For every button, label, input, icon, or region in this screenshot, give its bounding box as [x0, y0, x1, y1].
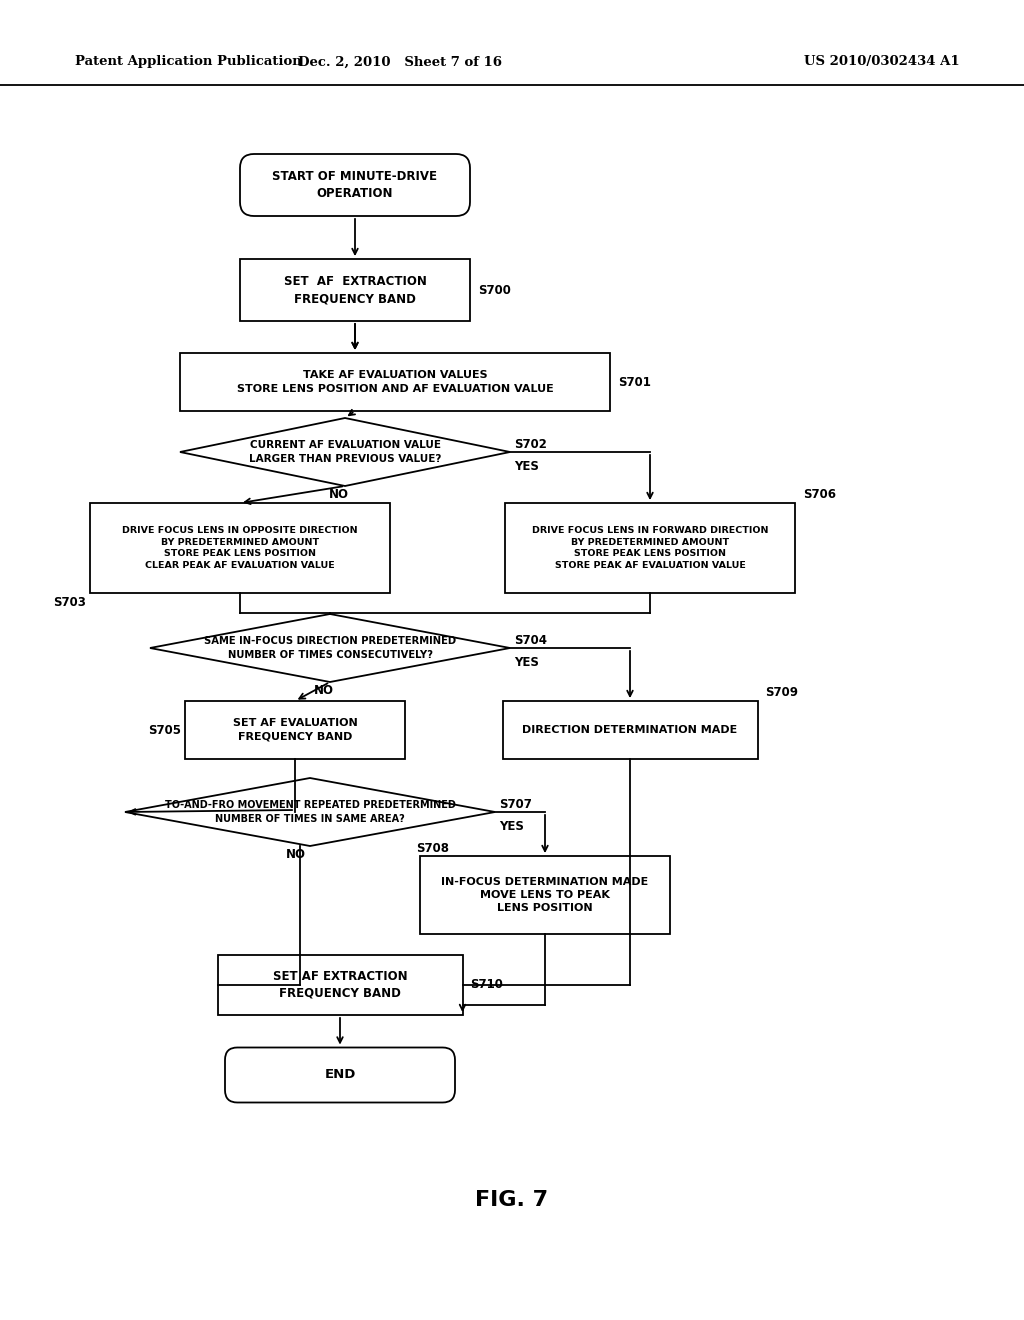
Bar [180, 352, 610, 411]
Text: DRIVE FOCUS LENS IN OPPOSITE DIRECTION
BY PREDETERMINED AMOUNT
STORE PEAK LENS P: DRIVE FOCUS LENS IN OPPOSITE DIRECTION B… [122, 525, 357, 570]
Text: START OF MINUTE-DRIVE
OPERATION: START OF MINUTE-DRIVE OPERATION [272, 170, 437, 201]
Text: S705: S705 [148, 723, 181, 737]
Text: S706: S706 [803, 488, 836, 502]
Polygon shape [180, 418, 510, 486]
Text: SET AF EXTRACTION
FREQUENCY BAND: SET AF EXTRACTION FREQUENCY BAND [272, 970, 408, 1001]
FancyBboxPatch shape [240, 154, 470, 216]
Text: IN-FOCUS DETERMINATION MADE
MOVE LENS TO PEAK
LENS POSITION: IN-FOCUS DETERMINATION MADE MOVE LENS TO… [441, 876, 648, 913]
Text: Dec. 2, 2010   Sheet 7 of 16: Dec. 2, 2010 Sheet 7 of 16 [298, 55, 502, 69]
Text: NO: NO [286, 847, 306, 861]
Bar [185, 701, 406, 759]
Text: DRIVE FOCUS LENS IN FORWARD DIRECTION
BY PREDETERMINED AMOUNT
STORE PEAK LENS PO: DRIVE FOCUS LENS IN FORWARD DIRECTION BY… [531, 525, 768, 570]
Polygon shape [150, 614, 510, 682]
Text: S702: S702 [514, 437, 547, 450]
Text: FIG. 7: FIG. 7 [475, 1191, 549, 1210]
Bar [420, 855, 670, 935]
Bar [505, 503, 795, 593]
Text: SET  AF  EXTRACTION
FREQUENCY BAND: SET AF EXTRACTION FREQUENCY BAND [284, 275, 426, 305]
Bar [503, 701, 758, 759]
Text: S701: S701 [618, 375, 651, 388]
Text: NO: NO [314, 684, 334, 697]
Text: Patent Application Publication: Patent Application Publication [75, 55, 302, 69]
Text: YES: YES [514, 459, 539, 473]
FancyBboxPatch shape [225, 1048, 455, 1102]
Text: S703: S703 [53, 597, 86, 610]
Text: S700: S700 [478, 284, 511, 297]
Text: SET AF EVALUATION
FREQUENCY BAND: SET AF EVALUATION FREQUENCY BAND [232, 718, 357, 742]
Text: S709: S709 [766, 686, 799, 700]
Text: TO-AND-FRO MOVEMENT REPEATED PREDETERMINED
NUMBER OF TIMES IN SAME AREA?: TO-AND-FRO MOVEMENT REPEATED PREDETERMIN… [165, 800, 456, 824]
Text: YES: YES [499, 820, 524, 833]
Text: DIRECTION DETERMINATION MADE: DIRECTION DETERMINATION MADE [522, 725, 737, 735]
Text: US 2010/0302434 A1: US 2010/0302434 A1 [805, 55, 961, 69]
Bar [240, 259, 470, 321]
Text: YES: YES [514, 656, 539, 668]
Text: S710: S710 [470, 978, 504, 991]
Text: S704: S704 [514, 634, 547, 647]
Text: END: END [325, 1068, 355, 1081]
Text: S707: S707 [499, 797, 531, 810]
Bar [90, 503, 390, 593]
Text: S708: S708 [416, 842, 449, 854]
Text: TAKE AF EVALUATION VALUES
STORE LENS POSITION AND AF EVALUATION VALUE: TAKE AF EVALUATION VALUES STORE LENS POS… [237, 371, 553, 393]
Text: SAME IN-FOCUS DIRECTION PREDETERMINED
NUMBER OF TIMES CONSECUTIVELY?: SAME IN-FOCUS DIRECTION PREDETERMINED NU… [204, 636, 456, 660]
Polygon shape [125, 777, 495, 846]
Text: NO: NO [329, 487, 349, 500]
Text: CURRENT AF EVALUATION VALUE
LARGER THAN PREVIOUS VALUE?: CURRENT AF EVALUATION VALUE LARGER THAN … [249, 441, 441, 463]
Bar [217, 954, 463, 1015]
